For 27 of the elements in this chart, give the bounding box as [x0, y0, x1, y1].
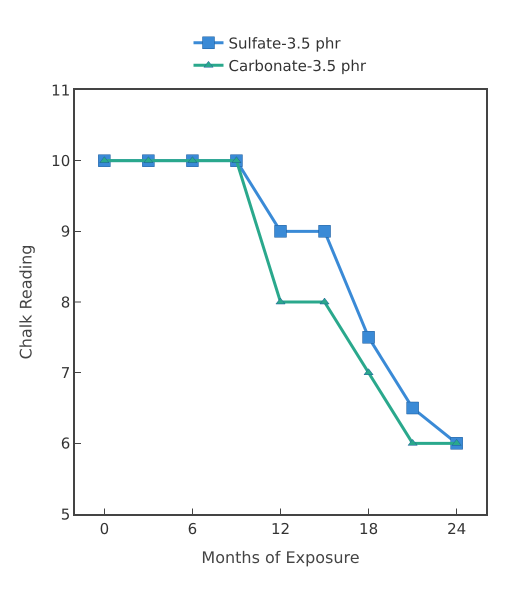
- x-tick-label: 24: [447, 520, 466, 538]
- x-tick-label: 12: [270, 520, 290, 538]
- y-tick-label: 11: [51, 81, 70, 100]
- y-tick-label: 5: [60, 505, 70, 524]
- point: [408, 439, 418, 446]
- point: [276, 298, 286, 304]
- point: [364, 368, 374, 375]
- point: [188, 156, 198, 163]
- point: [318, 225, 331, 238]
- y-axis-title: Chalk Reading: [16, 244, 36, 360]
- point: [362, 331, 375, 344]
- y-tick-label: 6: [60, 434, 70, 453]
- x-tick-label: 18: [359, 520, 378, 538]
- y-tick-label: 7: [60, 364, 70, 382]
- point: [320, 298, 330, 304]
- y-tick-label: 10: [51, 152, 70, 170]
- legend-label: Sulfate-3.5 phr: [228, 34, 342, 53]
- point: [144, 156, 154, 163]
- point: [274, 225, 287, 238]
- x-tick-label: 0: [100, 520, 110, 538]
- x-axis-title: Months of Exposure: [201, 548, 360, 567]
- y-tick-label: 8: [60, 293, 70, 312]
- point: [406, 402, 419, 414]
- y-tick-label: 9: [60, 222, 70, 241]
- x-tick-label: 6: [188, 520, 198, 538]
- point: [232, 156, 242, 163]
- legend-label: Carbonate-3.5 phr: [228, 57, 367, 76]
